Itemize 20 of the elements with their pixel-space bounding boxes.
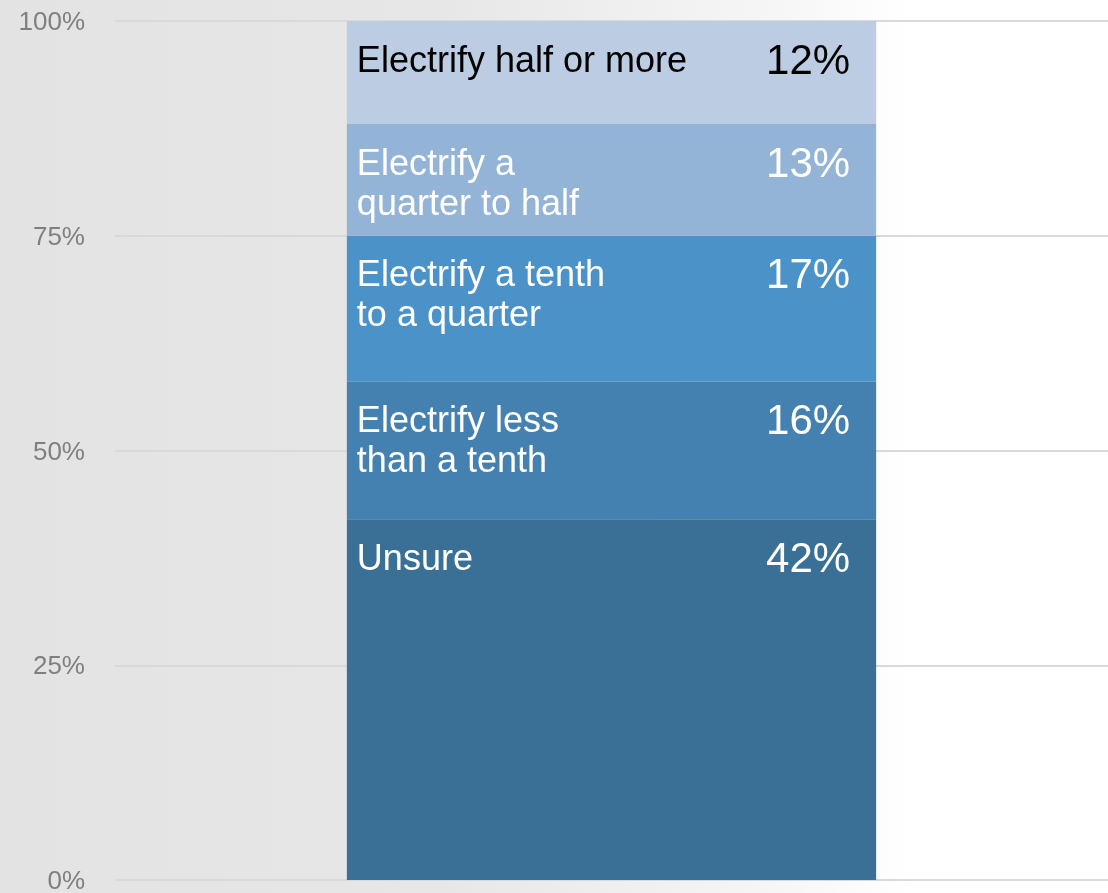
series-label: Electrify a tenth to a quarter — [356, 253, 605, 335]
series-label: Electrify less than a tenth — [356, 399, 559, 481]
y-tick-label: 100% — [18, 6, 85, 36]
series-label: Electrify half or more — [356, 38, 687, 80]
series-label: Unsure — [356, 536, 473, 578]
data-label: 42% — [766, 533, 851, 581]
y-tick-label: 50% — [32, 435, 85, 466]
bar — [346, 519, 877, 880]
data-label: 13% — [766, 138, 851, 186]
data-label: 12% — [766, 35, 851, 83]
y-tick-label: 25% — [32, 650, 85, 681]
y-tick-label: 75% — [32, 220, 85, 251]
bar — [346, 381, 877, 520]
bar — [346, 124, 877, 236]
series-label: Electrify a quarter to half — [356, 141, 580, 223]
data-label: 17% — [766, 250, 851, 298]
data-label: 16% — [766, 396, 851, 444]
bar — [346, 235, 877, 382]
bar — [346, 21, 877, 125]
y-tick-label: 0% — [47, 865, 85, 893]
